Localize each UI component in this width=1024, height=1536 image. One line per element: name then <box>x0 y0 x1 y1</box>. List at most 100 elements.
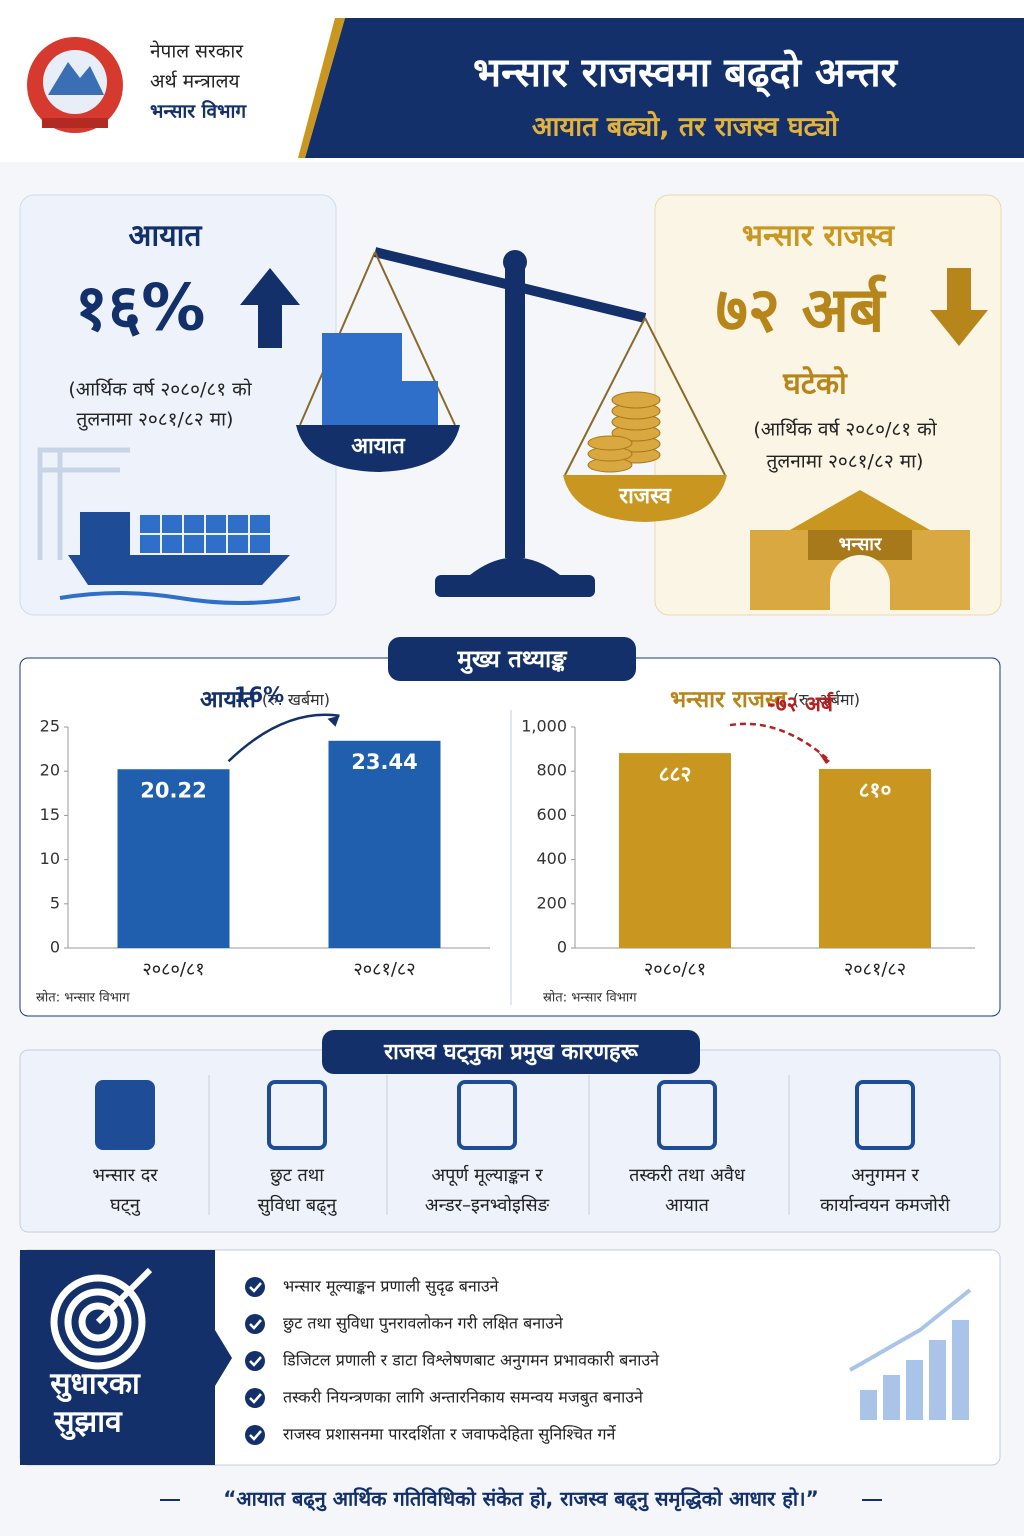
chart-unit: (रु. अर्बमा) <box>793 690 860 709</box>
scale-beam <box>373 247 647 323</box>
revenue-label: भन्सार राजस्व <box>742 219 895 254</box>
deco-bar <box>929 1340 946 1420</box>
check-tick <box>249 1319 262 1330</box>
header-accent <box>298 18 345 158</box>
x-tick-label: २०८०/८१ <box>142 959 204 980</box>
chart-title: आयात (रु. खर्बमा) <box>200 687 330 713</box>
y-tick-label: 400 <box>536 849 567 868</box>
quote: “आयात बढ्नु आर्थिक गतिविधिको संकेत हो, र… <box>223 1487 818 1512</box>
down-arrow <box>930 268 988 346</box>
container <box>140 515 160 533</box>
scale-pivot <box>503 250 527 274</box>
reason-text: अपूर्ण मूल्याङ्कन र <box>431 1164 543 1186</box>
y-tick-label: 10 <box>40 849 60 868</box>
coin <box>587 435 633 451</box>
reco-item: छुट तथा सुविधा पुनरावलोकन गरी लक्षित बना… <box>283 1314 564 1334</box>
stats-pill <box>388 637 636 681</box>
y-tick-label: 200 <box>536 893 567 912</box>
pan-label: आयात <box>351 434 406 459</box>
value-label: ८८२ <box>659 762 692 786</box>
org-name: भन्सार विभाग <box>150 100 247 123</box>
check-icon <box>245 1314 265 1334</box>
container <box>184 515 204 533</box>
reco-item: भन्सार मूल्याङ्कन प्रणाली सुदृढ बनाउने <box>283 1277 500 1297</box>
check-icon <box>245 1277 265 1297</box>
target-ring <box>64 1288 132 1356</box>
ship-bridge <box>80 512 130 555</box>
trend-annotation: -७२ अर्ब <box>767 691 834 716</box>
revenue-note: तुलनामा २०८१/८२ मा) <box>767 451 924 474</box>
check-tick <box>249 1393 262 1404</box>
imports-label: आयात <box>129 219 204 254</box>
check-tick <box>249 1282 262 1293</box>
right-pan <box>563 475 727 522</box>
right-strings <box>564 317 726 476</box>
value-label: ८१० <box>859 778 892 802</box>
chart-title-text: आयात <box>200 687 257 713</box>
imports-note: (आर्थिक वर्ष २०८०/८१ को <box>68 378 252 401</box>
reason-text: भन्सार दर <box>92 1165 158 1186</box>
check-icon <box>245 1351 265 1371</box>
deco-bar <box>906 1360 923 1420</box>
header-panel <box>305 18 1024 158</box>
bar <box>328 740 441 948</box>
bar <box>117 769 230 948</box>
revenue-note: (आर्थिक वर्ष २०८०/८१ को <box>753 418 937 441</box>
arrow-head <box>327 715 340 727</box>
reason-text: अनुगमन र <box>851 1165 919 1186</box>
bar <box>819 768 931 948</box>
reasons-pill <box>322 1030 700 1074</box>
section-title: मुख्य तथ्याङ्क <box>457 645 569 674</box>
container <box>250 515 270 533</box>
reco-title: सुधारका <box>49 1367 141 1403</box>
reason-icon <box>855 1080 915 1150</box>
scale-post <box>505 268 525 558</box>
source-note: स्रोत: भन्सार विभाग <box>36 990 130 1006</box>
left-pan <box>296 425 460 472</box>
check-tick <box>249 1430 262 1441</box>
container <box>250 535 270 553</box>
container <box>228 535 248 553</box>
x-tick-label: २०८१/८२ <box>844 959 906 980</box>
y-tick-label: 25 <box>40 717 60 736</box>
imports-note: तुलनामा २०८१/८२ मा) <box>77 409 234 432</box>
scale-base <box>435 575 595 597</box>
y-tick-label: 20 <box>40 761 60 780</box>
chart-unit: (रु. खर्बमा) <box>262 690 330 709</box>
target-ring <box>78 1302 118 1342</box>
check-icon <box>245 1425 265 1445</box>
scale-foot <box>470 557 560 575</box>
y-tick-label: 1,000 <box>521 717 567 736</box>
reco-item: तस्करी नियन्त्रणका लागि अन्तारनिकाय समन्… <box>283 1388 644 1408</box>
container <box>184 535 204 553</box>
reason-icon <box>457 1080 517 1150</box>
trend-annotation: 16% <box>234 683 284 707</box>
container <box>206 515 226 533</box>
y-tick-label: 0 <box>50 938 60 957</box>
revenue-status: घटेको <box>782 366 848 402</box>
pan-label: राजस्व <box>618 484 672 509</box>
deco-arrow <box>849 1288 972 1372</box>
building-arch <box>830 555 890 610</box>
target-dart <box>95 1267 153 1325</box>
arrow-head <box>818 751 830 764</box>
container <box>140 535 160 553</box>
ship <box>68 555 290 585</box>
reco-title: सुझाव <box>53 1405 123 1441</box>
reco-item: राजस्व प्रशासनमा पारदर्शिता र जवाफदेहिता… <box>283 1425 617 1445</box>
crate <box>322 381 438 425</box>
page-title: भन्सार राजस्वमा बढ्दो अन्तर <box>473 49 899 97</box>
x-tick-label: २०८१/८२ <box>353 959 415 980</box>
reason-text: तस्करी तथा अवैध <box>629 1164 746 1186</box>
check-icon <box>245 1388 265 1408</box>
reco-item: डिजिटल प्रणाली र डाटा विश्लेषणबाट अनुगमन… <box>283 1351 660 1371</box>
value-label: 20.22 <box>140 778 206 802</box>
trend-arrow <box>227 713 340 763</box>
building-label: भन्सार <box>839 534 882 555</box>
deco-bar <box>883 1375 900 1420</box>
container <box>228 515 248 533</box>
page-subtitle: आयात बढ्यो, तर राजस्व घट्यो <box>532 111 839 143</box>
chart-title: भन्सार राजस्व (रु. अर्बमा) <box>670 687 860 713</box>
